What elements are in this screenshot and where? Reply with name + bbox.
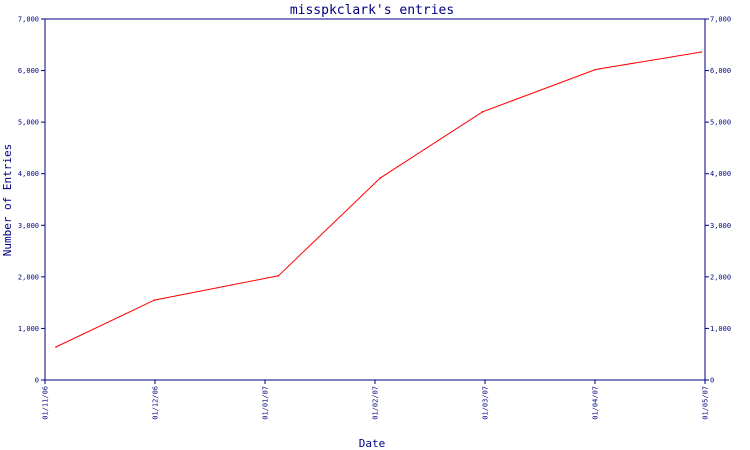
y-tick-label-right: 5,000 (710, 119, 731, 127)
y-axis-label: Number of Entries (1, 144, 14, 257)
x-tick-label: 01/05/07 (702, 386, 710, 420)
y-tick-label-left: 0 (35, 377, 39, 385)
y-tick-label-left: 4,000 (18, 170, 39, 178)
data-point (594, 68, 597, 71)
y-tick-label-right: 2,000 (710, 273, 731, 281)
plot-frame (44, 18, 706, 381)
data-point (55, 346, 57, 348)
y-tick-label-left: 7,000 (18, 16, 39, 24)
y-tick-label-right: 3,000 (710, 222, 731, 230)
chart-title: misspkclark's entries (290, 3, 454, 18)
y-tick-label-right: 6,000 (710, 67, 731, 75)
x-tick-label: 01/02/07 (372, 386, 380, 420)
data-point (481, 111, 484, 113)
x-axis: 01/11/06 01/12/06 01/01/07 01/02/07 01/03/07… (42, 380, 710, 420)
x-tick-label: 01/01/07 (262, 386, 270, 420)
x-tick-label: 01/12/06 (152, 386, 160, 420)
data-point (153, 299, 156, 301)
y-tick-label-left: 6,000 (18, 67, 39, 75)
y-tick-label-left: 1,000 (18, 325, 39, 333)
x-axis-label: Date (359, 437, 386, 450)
y-tick-label-right: 1,000 (710, 325, 731, 333)
y-tick-label-left: 2,000 (18, 273, 39, 281)
y-tick-label-right: 4,000 (710, 170, 731, 178)
data-point (700, 51, 703, 53)
data-point (379, 177, 382, 179)
y-tick-label-left: 5,000 (18, 119, 39, 127)
y-tick-label-right: 0 (710, 377, 714, 385)
data-point (277, 275, 280, 277)
x-tick-label: 01/11/06 (42, 386, 50, 420)
y-tick-label-left: 3,000 (18, 222, 39, 230)
x-tick-label: 01/03/07 (482, 386, 490, 420)
y-axis: 0 0 1,000 1,000 2,000 2,000 3,000 3,000 4,000 4,0… (18, 16, 731, 385)
series-group (55, 51, 703, 348)
x-tick-label: 01/04/07 (592, 386, 600, 420)
y-tick-label-right: 7,000 (710, 16, 731, 24)
series-line-0 (55, 51, 702, 348)
